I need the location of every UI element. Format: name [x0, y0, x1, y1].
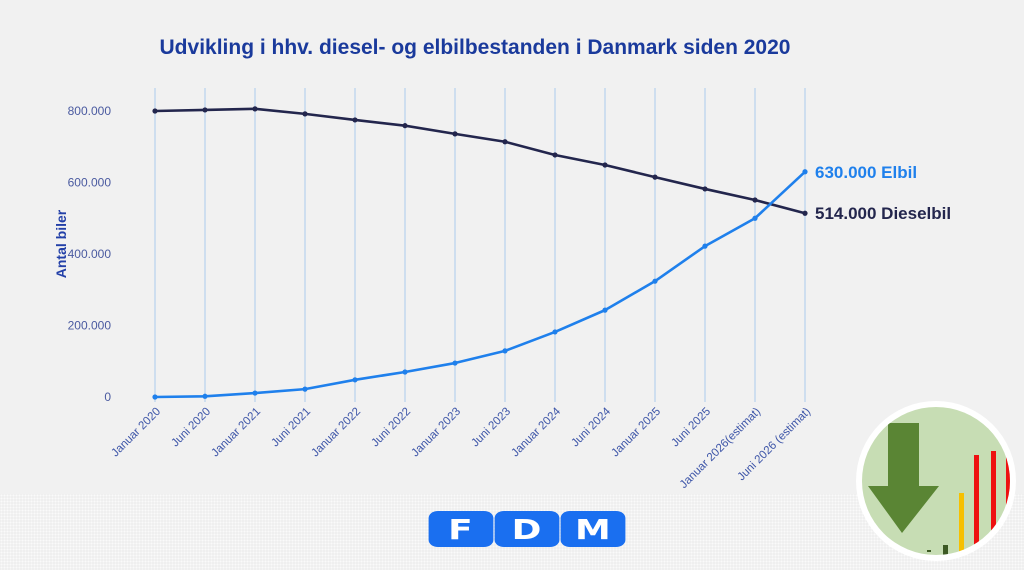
data-point-dieselbil	[652, 174, 658, 180]
x-tick-label: Juni 2020	[169, 406, 213, 450]
data-point-dieselbil	[502, 139, 508, 145]
data-point-elbil	[802, 169, 808, 175]
data-point-elbil	[152, 394, 158, 400]
x-tick-label: Januar 2023	[409, 406, 463, 460]
x-tick-label: Januar 2022	[309, 406, 363, 460]
data-point-elbil	[452, 360, 458, 366]
x-tick-label: Juni 2025	[669, 406, 713, 450]
data-point-elbil	[552, 329, 558, 335]
y-axis-label: Antal biler	[53, 209, 69, 278]
series-end-labels: 514.000 Dieselbil 630.000 Elbil	[815, 163, 951, 223]
x-tick-label: Juni 2024	[569, 405, 613, 449]
x-tick-label: Januar 2025	[609, 406, 663, 460]
series-line-dieselbil	[154, 107, 806, 215]
data-point-elbil	[302, 386, 308, 392]
data-point-dieselbil	[402, 123, 408, 129]
data-point-elbil	[752, 215, 758, 221]
data-point-elbil	[252, 390, 258, 396]
x-tick-label: Januar 2020	[109, 406, 163, 460]
data-point-elbil	[402, 369, 408, 375]
fdm-logo: F D M	[428, 511, 626, 547]
y-tick-label: 0	[104, 390, 111, 404]
series-lines	[152, 106, 808, 400]
data-point-dieselbil	[152, 108, 158, 114]
x-tick-label: Januar 2021	[209, 406, 263, 460]
x-tick-label: Januar 2024	[509, 405, 563, 459]
data-point-dieselbil	[752, 197, 758, 203]
logo-letter-f: F	[428, 511, 494, 547]
data-point-elbil	[352, 377, 358, 383]
data-point-dieselbil	[552, 152, 558, 158]
data-point-dieselbil	[252, 106, 258, 112]
data-point-dieselbil	[302, 111, 308, 117]
x-tick-label: Juni 2021	[269, 406, 313, 450]
data-point-elbil	[652, 278, 658, 284]
end-label-elbil: 630.000 Elbil	[815, 163, 917, 182]
data-point-elbil	[702, 243, 708, 249]
y-tick-label: 400.000	[68, 247, 112, 261]
y-axis-ticks: 0 200.000 400.000 600.000 800.000	[68, 104, 112, 404]
end-label-dieselbil: 514.000 Dieselbil	[815, 204, 951, 223]
y-tick-label: 600.000	[68, 176, 112, 190]
logo-letter-m: M	[560, 511, 626, 547]
data-point-dieselbil	[202, 107, 208, 113]
data-point-elbil	[502, 348, 508, 354]
badge-chart-image	[862, 407, 1010, 555]
logo-letter-d: D	[494, 511, 560, 547]
data-point-elbil	[202, 393, 208, 399]
data-point-dieselbil	[452, 131, 458, 137]
data-point-dieselbil	[352, 117, 358, 123]
x-tick-label: Juni 2022	[369, 406, 413, 450]
data-point-elbil	[602, 307, 608, 313]
line-chart: Udvikling i hhv. diesel- og elbilbestand…	[53, 36, 951, 491]
data-point-dieselbil	[702, 186, 708, 192]
y-tick-label: 200.000	[68, 319, 112, 333]
data-point-dieselbil	[802, 210, 808, 216]
down-arrow-bar-chart-icon	[868, 423, 1010, 555]
decorative-badge	[856, 401, 1016, 561]
series-line-elbil	[154, 170, 806, 399]
data-point-dieselbil	[602, 162, 608, 168]
y-tick-label: 800.000	[68, 104, 112, 118]
chart-title: Udvikling i hhv. diesel- og elbilbestand…	[160, 36, 791, 59]
x-tick-label: Juni 2023	[469, 406, 513, 450]
